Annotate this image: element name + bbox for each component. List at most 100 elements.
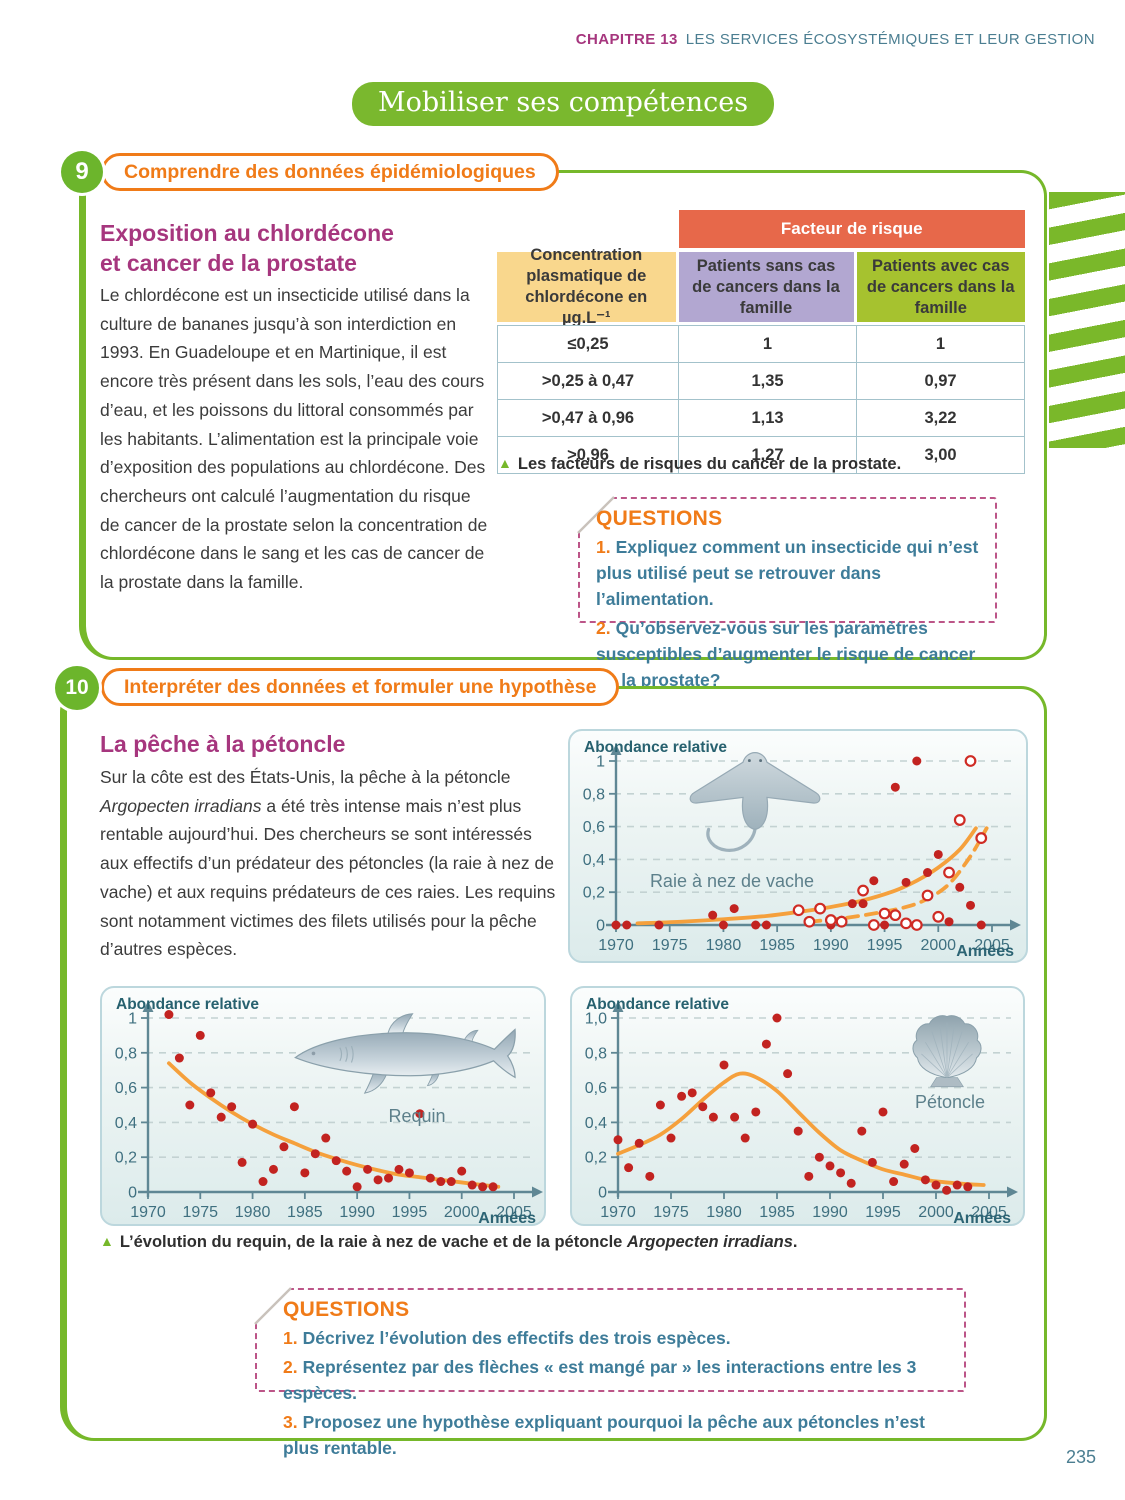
- ray-species-label: Raie à nez de vache: [649, 871, 815, 891]
- table-header-no-family-cancer: Patients sans cas de cancers dans la fam…: [678, 252, 854, 322]
- question-item: 2. Représentez par des flèches « est mang…: [283, 1357, 917, 1403]
- svg-text:1975: 1975: [182, 1204, 218, 1221]
- svg-text:Années: Années: [953, 1210, 1011, 1226]
- svg-text:1995: 1995: [865, 1204, 901, 1221]
- svg-text:2005: 2005: [971, 1204, 1007, 1221]
- chapter-title: LES SERVICES ÉCOSYSTÉMIQUES ET LEUR GEST…: [685, 31, 1095, 48]
- svg-text:1980: 1980: [706, 1204, 742, 1221]
- svg-text:0,8: 0,8: [585, 1045, 607, 1062]
- chapter-number: CHAPITRE 13: [575, 31, 678, 48]
- svg-text:1990: 1990: [813, 937, 849, 954]
- table-cell: 1,35: [678, 363, 856, 399]
- section-10-skill-label: Interpréter des données et formuler une …: [101, 668, 620, 706]
- section-10-number-badge: 10: [55, 666, 99, 710]
- svg-text:1,0: 1,0: [585, 1011, 607, 1028]
- svg-text:0: 0: [596, 918, 605, 935]
- svg-text:0,2: 0,2: [585, 1150, 607, 1167]
- table-row: >0,47 à 0,96 1,13 3,22: [498, 399, 1024, 436]
- table-cell: 1,13: [678, 400, 856, 436]
- table-header-row: Concentration plasmatique de chlordécone…: [497, 246, 1025, 327]
- svg-text:1980: 1980: [235, 1204, 271, 1221]
- species-scientific-name: Argopecten irradians: [100, 795, 262, 816]
- svg-text:0,2: 0,2: [583, 885, 605, 902]
- ray-chart-plot: 1970 1975 1980 1985 1990 1995 2000 2005 1 0,8 0,6 0…: [583, 744, 1021, 960]
- cownose-ray-illustration: [689, 751, 821, 852]
- table-cell: 1,27: [678, 437, 856, 473]
- table-cell: >0,25 à 0,47: [498, 363, 678, 399]
- svg-text:1975: 1975: [652, 937, 688, 954]
- folded-corner-icon: [577, 496, 615, 534]
- svg-text:1970: 1970: [130, 1204, 166, 1221]
- question-item: 1. Expliquez comment un insecticide qui n…: [596, 537, 979, 609]
- chart-y-axis-title: Abondance relative: [586, 996, 729, 1013]
- svg-text:1985: 1985: [287, 1204, 323, 1221]
- table-cell: 3,22: [856, 400, 1024, 436]
- table-header-concentration: Concentration plasmatique de chlordécone…: [497, 246, 676, 327]
- svg-text:0,4: 0,4: [115, 1115, 137, 1132]
- caption-triangle-icon: ▲: [498, 455, 512, 471]
- table-risk-header: Facteur de risque: [678, 210, 1025, 248]
- scallop-species-label: Pétoncle: [914, 1092, 986, 1112]
- table-row: >0,96 1,27 3,00: [498, 436, 1024, 473]
- table-cell: 1: [678, 326, 856, 362]
- svg-text:0,2: 0,2: [115, 1150, 137, 1167]
- questions-title: QUESTIONS: [283, 1298, 410, 1321]
- svg-text:0,8: 0,8: [115, 1045, 137, 1062]
- svg-text:2005: 2005: [974, 937, 1010, 954]
- svg-text:2000: 2000: [920, 937, 956, 954]
- page-banner: Mobiliser ses compétences: [352, 82, 775, 126]
- shark-abundance-chart: 1970 1975 1980 1985 1990 1995 2000 2005 1 0,8 0,6 0…: [100, 986, 546, 1226]
- table-cell: 0,97: [856, 363, 1024, 399]
- ray-abundance-chart: 1970 1975 1980 1985 1990 1995 2000 2005 1 0,8 0,6 0…: [568, 729, 1028, 963]
- svg-text:1995: 1995: [392, 1204, 428, 1221]
- questions-box-9: QUESTIONS 1. Expliquez comment un insecti…: [577, 496, 997, 690]
- svg-text:2000: 2000: [444, 1204, 480, 1221]
- svg-text:0,6: 0,6: [585, 1080, 607, 1097]
- svg-text:1990: 1990: [812, 1204, 848, 1221]
- chapter-header: CHAPITRE 13 LES SERVICES ÉCOSYSTÉMIQUES E…: [576, 31, 1095, 48]
- table-body: ≤0,25 1 1 >0,25 à 0,47 1,35 0,97 >0,47 à…: [497, 325, 1025, 474]
- question-item: 1. Décrivez l’évolution des effectifs des…: [283, 1328, 731, 1348]
- charts-caption: ▲ L’évolution du requin, de la raie à nez…: [100, 1233, 798, 1251]
- question-item: 2. Qu’observez-vous sur les paramètres su…: [596, 618, 976, 690]
- caption-triangle-icon: ▲: [100, 1233, 114, 1249]
- scallop-abundance-chart: 1970 1975 1980 1985 1990 1995 2000 2005 1,0 0,8 0,…: [570, 986, 1025, 1226]
- shark-illustration: [294, 1013, 516, 1094]
- svg-text:2000: 2000: [918, 1204, 954, 1221]
- table-cell: ≤0,25: [498, 326, 678, 362]
- svg-text:1995: 1995: [867, 937, 903, 954]
- svg-text:0,4: 0,4: [585, 1115, 607, 1132]
- svg-text:1: 1: [596, 754, 605, 771]
- table-cell: 3,00: [856, 437, 1024, 473]
- chart-y-axis-title: Abondance relative: [116, 996, 259, 1013]
- page-number: 235: [1066, 1447, 1097, 1467]
- table-caption: ▲ Les facteurs de risques du cancer de la…: [498, 455, 902, 473]
- section-10-body-text: Sur la côte est des États-Unis, la pêche…: [100, 767, 556, 960]
- svg-text:1: 1: [128, 1011, 137, 1028]
- question-item: 3. Proposez une hypothèse expliquant pour…: [283, 1412, 925, 1458]
- section-9-number-badge: 9: [61, 151, 103, 193]
- svg-text:1970: 1970: [600, 1204, 636, 1221]
- svg-text:0,8: 0,8: [583, 786, 605, 803]
- svg-text:1980: 1980: [706, 937, 742, 954]
- svg-text:1990: 1990: [339, 1204, 375, 1221]
- scallop-illustration: [912, 1015, 982, 1088]
- questions-title: QUESTIONS: [596, 507, 723, 530]
- shark-species-label: Requin: [388, 1106, 446, 1126]
- svg-text:Années: Années: [956, 943, 1014, 960]
- svg-text:1975: 1975: [653, 1204, 689, 1221]
- folded-corner-icon: [254, 1287, 292, 1325]
- questions-box-10: QUESTIONS 1. Décrivez l’évolution des eff…: [254, 1287, 966, 1458]
- shark-chart-plot: 1970 1975 1980 1985 1990 1995 2000 2005 1 0,8 0,6 0…: [115, 1001, 543, 1224]
- svg-text:1985: 1985: [759, 937, 795, 954]
- section-10-title: La pêche à la pétoncle: [100, 731, 346, 757]
- table-header-family-cancer: Patients avec cas de cancers dans la fam…: [856, 252, 1025, 322]
- section-9-skill-label: Comprendre des données épidémiologiques: [101, 153, 559, 191]
- table-row: >0,25 à 0,47 1,35 0,97: [498, 362, 1024, 399]
- decorative-stripes: [1049, 192, 1125, 448]
- svg-text:0,6: 0,6: [115, 1080, 137, 1097]
- table-cell: >0,47 à 0,96: [498, 400, 678, 436]
- svg-text:0: 0: [598, 1185, 607, 1202]
- chart-y-axis-title: Abondance relative: [584, 739, 727, 756]
